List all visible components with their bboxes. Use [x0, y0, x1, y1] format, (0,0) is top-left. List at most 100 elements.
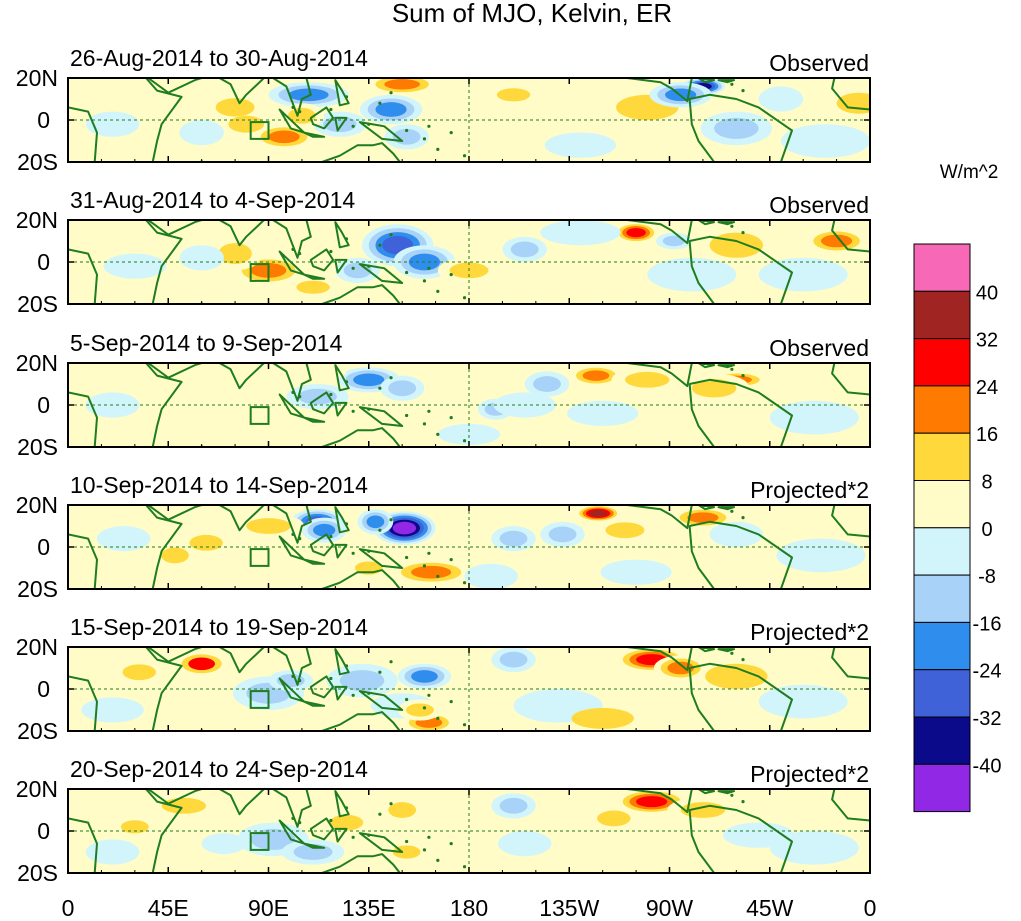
coastline: [272, 647, 312, 686]
anomaly-contour: [122, 664, 156, 681]
coastline: [218, 78, 265, 105]
coastline: [272, 220, 312, 259]
coastline: [309, 248, 335, 272]
coastline: [309, 533, 335, 557]
island: [389, 802, 393, 806]
anomaly-contour: [780, 124, 870, 158]
anomaly-contour: [647, 257, 737, 292]
island: [427, 551, 431, 555]
anomaly-contour: [246, 518, 291, 534]
anomaly-contour: [353, 373, 385, 387]
island: [367, 122, 371, 126]
coastline: [831, 647, 870, 680]
anomaly-contour: [636, 796, 668, 808]
anomaly-contour: [188, 657, 216, 671]
coastline: [697, 220, 716, 226]
y-tick-label: 20N: [16, 350, 58, 376]
anomaly-contour: [687, 512, 719, 523]
anomaly-contour: [626, 228, 646, 238]
anomaly-contour: [582, 370, 610, 381]
island: [730, 509, 734, 513]
anomaly-contour: [540, 220, 621, 246]
island: [298, 821, 302, 825]
anomaly-contour: [296, 280, 330, 294]
island: [422, 564, 427, 568]
x-tick-label: 0: [62, 895, 75, 921]
colorbar-swatch: [913, 669, 971, 718]
anomaly-contour: [85, 111, 140, 137]
coastlines: [68, 78, 870, 162]
coastline: [218, 647, 265, 674]
island: [298, 679, 302, 683]
coastline: [68, 220, 183, 304]
colorbar-tick-label: 16: [976, 424, 998, 446]
panel-period-label: 5-Sep-2014 to 9-Sep-2014: [70, 330, 343, 356]
island: [378, 670, 382, 674]
region-box: [249, 548, 270, 567]
coastline: [303, 273, 326, 280]
anomaly-contour: [705, 663, 768, 689]
coastline: [218, 505, 265, 532]
coastlines: [68, 363, 870, 447]
region-box: [249, 690, 270, 709]
coastline: [68, 363, 183, 447]
anomaly-contour: [437, 423, 501, 445]
coastline: [626, 647, 693, 672]
island: [449, 131, 453, 135]
panel-5: 15-Sep-2014 to 19-Sep-2014 Projected*2 20N…: [16, 614, 871, 744]
anomaly-contour: [533, 376, 561, 392]
anomaly-contour: [313, 523, 336, 537]
anomaly-contour: [170, 388, 233, 414]
anomaly-contour: [406, 703, 434, 717]
anomaly-contour: [189, 534, 223, 551]
colorbar-tick-label: 0: [981, 519, 992, 541]
anomaly-contour: [85, 839, 140, 865]
island: [422, 137, 427, 141]
island: [730, 367, 734, 371]
anomaly-contour: [120, 820, 149, 834]
anomaly-contour: [567, 400, 639, 426]
colorbar-swatch: [913, 432, 971, 482]
coastline: [334, 648, 350, 676]
anomaly-contour: [597, 810, 631, 827]
anomaly-contour: [624, 371, 670, 388]
coastline: [321, 569, 401, 589]
coastline: [321, 427, 401, 447]
island: [422, 706, 427, 710]
island: [741, 800, 745, 804]
panels-group: 26-Aug-2014 to 30-Aug-2014 Observed20N020…: [16, 45, 871, 886]
anomaly-contour: [464, 563, 519, 589]
island: [462, 581, 467, 585]
x-tick-label: 90E: [248, 895, 289, 921]
coastline: [831, 220, 870, 253]
panel-2: 31-Aug-2014 to 4-Sep-2014 Observed 20N 0 20S: [16, 187, 871, 317]
coastline: [147, 78, 203, 94]
anomaly-contour: [228, 115, 265, 133]
island: [449, 416, 453, 420]
coastline: [626, 789, 693, 814]
coastline: [68, 505, 183, 589]
coastline: [334, 221, 350, 249]
y-tick-label: 20N: [16, 65, 58, 91]
anomaly-contour: [662, 235, 686, 247]
coastlines: [68, 789, 870, 873]
coastline: [334, 790, 350, 818]
coastline: [688, 662, 793, 731]
island: [427, 693, 431, 697]
anomaly-contour: [497, 831, 552, 857]
island: [741, 374, 745, 378]
coastline: [272, 363, 312, 402]
anomaly-contour: [758, 257, 848, 292]
coastline: [717, 790, 736, 795]
y-tick-label: 20N: [16, 207, 58, 233]
coastline: [334, 543, 348, 559]
island: [378, 812, 382, 816]
coastline: [309, 106, 335, 130]
island: [436, 858, 440, 862]
island: [298, 252, 302, 256]
island: [367, 264, 371, 268]
panel-period-label: 20-Sep-2014 to 24-Sep-2014: [70, 756, 368, 782]
colorbar-tick-label: 32: [976, 330, 998, 352]
anomaly-contour: [201, 833, 247, 855]
panel-period-label: 10-Sep-2014 to 14-Sep-2014: [70, 472, 368, 498]
